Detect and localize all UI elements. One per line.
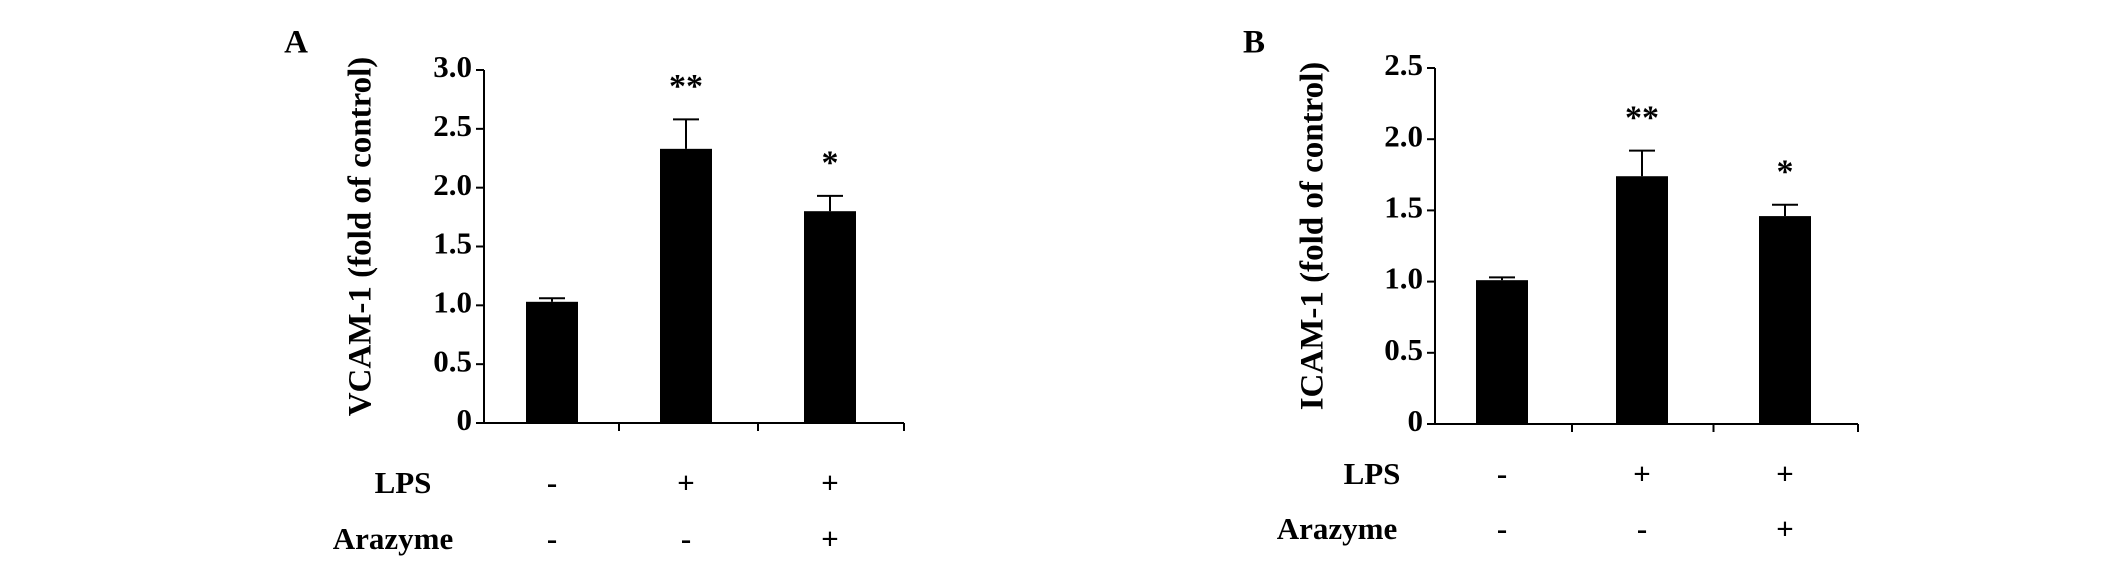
bar [526, 301, 578, 423]
y-tick-label: 0.5 [433, 343, 472, 378]
condition-value: + [821, 521, 839, 556]
condition-value: + [1776, 511, 1794, 546]
significance-label: ** [669, 68, 703, 105]
y-tick-label: 1.0 [433, 284, 472, 319]
y-tick-label: 2.0 [433, 167, 472, 202]
bar [1616, 176, 1668, 424]
y-tick-label: 0 [1408, 403, 1424, 438]
condition-value: + [1633, 456, 1651, 491]
y-tick-label: 1.5 [1384, 190, 1423, 225]
condition-value: - [547, 465, 557, 500]
condition-value: - [1497, 511, 1507, 546]
bar [1759, 216, 1811, 424]
condition-value: + [821, 465, 839, 500]
condition-label: Arazyme [333, 521, 454, 556]
y-tick-label: 2.5 [1384, 47, 1423, 82]
y-tick-label: 3.0 [433, 49, 472, 84]
significance-label: * [822, 145, 839, 182]
y-axis-label: ICAM-1 (fold of control) [1295, 62, 1331, 411]
panel-label: A [284, 25, 308, 61]
y-tick-label: 1.5 [433, 226, 472, 261]
condition-label: Arazyme [1277, 511, 1398, 546]
y-tick-label: 2.0 [1384, 118, 1423, 153]
condition-label: LPS [1344, 456, 1401, 491]
condition-value: - [547, 521, 557, 556]
condition-value: - [681, 521, 691, 556]
significance-label: * [1777, 154, 1794, 191]
condition-value: - [1637, 511, 1647, 546]
y-axis-label: VCAM-1 (fold of control) [343, 57, 379, 417]
condition-value: + [1776, 456, 1794, 491]
condition-label: LPS [375, 465, 432, 500]
bar [804, 211, 856, 423]
panel-label: B [1243, 25, 1265, 61]
condition-value: - [1497, 456, 1507, 491]
y-tick-label: 2.5 [433, 108, 472, 143]
y-tick-label: 1.0 [1384, 261, 1423, 296]
y-tick-label: 0 [457, 402, 473, 437]
bar [660, 148, 712, 423]
condition-value: + [677, 465, 695, 500]
significance-label: ** [1625, 99, 1659, 136]
bar [1476, 280, 1528, 424]
y-tick-label: 0.5 [1384, 332, 1423, 367]
